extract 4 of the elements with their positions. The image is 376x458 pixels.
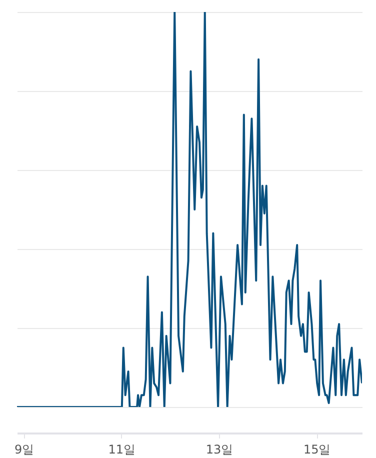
x-tick-label: 9일 xyxy=(14,442,34,456)
x-tick-label: 15일 xyxy=(303,442,331,456)
x-tick-label: 13일 xyxy=(206,442,234,456)
x-tick-label: 11일 xyxy=(108,442,136,456)
